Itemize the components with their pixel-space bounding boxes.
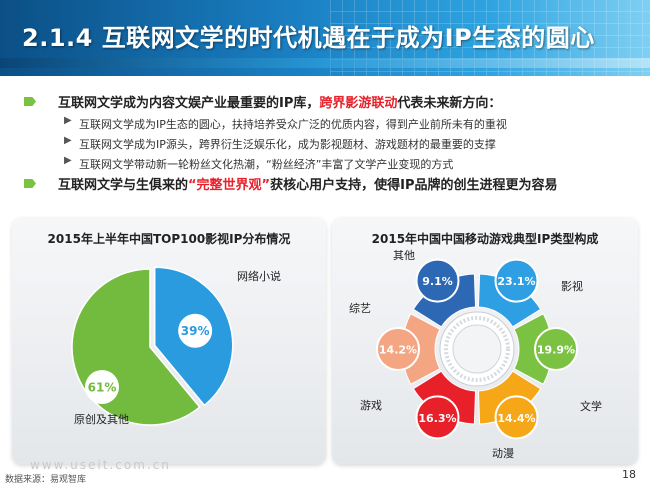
value-bubble: [415, 258, 460, 303]
segment-category-label: 影视: [561, 279, 583, 293]
segment-category-label: 其他: [393, 249, 415, 262]
bullet-point-1-highlight: 跨界影游联动: [319, 96, 398, 111]
watermark: www.useit.com.cn: [30, 458, 171, 472]
segment-value-label: 19.9%: [537, 344, 575, 357]
slice-category-label: 原创及其他: [74, 413, 129, 426]
segment-value-label: 23.1%: [497, 275, 535, 288]
game-ip-donut-chart: 23.1% 影视 19.9% 文学 14.4% 动漫 16.3% 游戏 14.2% 综艺 9.1% 其…: [349, 249, 602, 460]
segment-category-label: 综艺: [349, 301, 371, 315]
bullet-list: 互联网文学成为内容文娱产业最重要的IP库，跨界影游联动代表未来新方向： ▶ 互联…: [24, 92, 644, 196]
sub-bullet-text: 互联网文学带动新一轮粉丝文化热潮，“粉丝经济”丰富了文学产业变现的方式: [79, 158, 454, 171]
green-arrow-icon: [24, 179, 36, 188]
slice-category-label: 网络小说: [237, 269, 281, 283]
slice-value-label: 39%: [181, 324, 210, 338]
segment-value-label: 14.2%: [379, 344, 417, 357]
slide-header: 2.1.4 互联网文学的时代机遇在于成为IP生态的圆心: [0, 0, 650, 76]
bullet-point-2-text: 互联网文学与生俱来的“完整世界观”获核心用户支持，使得IP品牌的创生进程更为容易: [58, 174, 557, 193]
value-badge: [85, 370, 119, 404]
game-ip-chart-panel: 2015年中国中国移动游戏典型IP类型构成 23.1% 影视 19.9% 文学 14.4…: [332, 217, 638, 464]
value-bubble: [415, 395, 460, 440]
value-bubble: [494, 258, 539, 303]
segment-category-label: 文学: [580, 399, 602, 413]
segment-category-label: 游戏: [360, 399, 382, 412]
film-ip-chart-title: 2015年上半年中国TOP100影视IP分布情况: [47, 232, 291, 246]
value-bubble: [534, 327, 578, 371]
triangle-bullet-icon: ▶: [64, 115, 72, 126]
value-bubble: [494, 395, 539, 440]
bullet-point-2-suffix: 获核心用户支持，使得IP品牌的创生进程更为容易: [270, 178, 558, 193]
segment-category-label: 动漫: [492, 446, 514, 460]
segment-value-label: 14.4%: [497, 412, 535, 425]
triangle-bullet-icon: ▶: [64, 135, 72, 146]
bullet-point-1: 互联网文学成为内容文娱产业最重要的IP库，跨界影游联动代表未来新方向：: [24, 92, 644, 114]
triangle-bullet-icon: ▶: [64, 155, 72, 166]
sub-bullet: ▶ 互联网文学带动新一轮粉丝文化热潮，“粉丝经济”丰富了文学产业变现的方式: [24, 154, 644, 174]
center-dashed-ring: [444, 316, 510, 382]
header-stripe-decoration: [0, 58, 650, 68]
film-ip-chart-panel: 2015年上半年中国TOP100影视IP分布情况 39% 61% 网络小说原创及其他: [12, 217, 326, 464]
sub-bullet: ▶ 互联网文学成为IP生态的圆心，扶持培养受众广泛的优质内容，得到产业前所未有的…: [24, 114, 644, 134]
data-source: 数据来源：易观智库: [5, 475, 87, 485]
bullet-point-2-highlight: “完整世界观”: [188, 178, 271, 193]
game-ip-chart-title: 2015年中国中国移动游戏典型IP类型构成: [371, 232, 599, 246]
segment-value-label: 16.3%: [418, 412, 456, 425]
slide-title: 2.1.4 互联网文学的时代机遇在于成为IP生态的圆心: [22, 24, 595, 52]
bullet-point-1-prefix: 互联网文学成为内容文娱产业最重要的IP库，: [58, 96, 320, 111]
sub-bullet-text: 互联网文学成为IP生态的圆心，扶持培养受众广泛的优质内容，得到产业前所未有的重视: [79, 118, 507, 131]
value-bubble: [376, 327, 420, 371]
bullet-point-1-suffix: 代表未来新方向：: [397, 96, 502, 111]
bullet-point-2: 互联网文学与生俱来的“完整世界观”获核心用户支持，使得IP品牌的创生进程更为容易: [24, 174, 644, 196]
green-arrow-icon: [24, 97, 36, 106]
slice-value-label: 61%: [88, 381, 117, 395]
segment-value-label: 9.1%: [422, 275, 453, 288]
sub-bullet: ▶ 互联网文学成为IP源头，跨界衍生泛娱乐化，成为影视题材、游戏题材的最重要的支…: [24, 134, 644, 154]
bullet-point-1-text: 互联网文学成为内容文娱产业最重要的IP库，跨界影游联动代表未来新方向：: [58, 92, 501, 111]
bullet-point-2-prefix: 互联网文学与生俱来的: [58, 178, 189, 193]
page-number: 18: [622, 468, 636, 481]
sub-bullet-text: 互联网文学成为IP源头，跨界衍生泛娱乐化，成为影视题材、游戏题材的最重要的支撑: [79, 138, 496, 151]
value-badge: [178, 313, 213, 348]
center-disc: [452, 324, 502, 374]
